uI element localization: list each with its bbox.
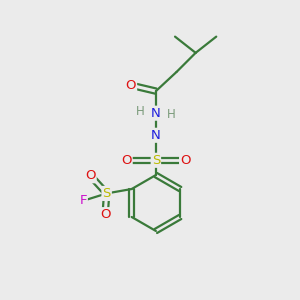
Text: O: O [180, 154, 190, 167]
Text: H: H [167, 108, 176, 121]
Text: O: O [85, 169, 96, 182]
Text: S: S [152, 154, 160, 167]
Text: O: O [100, 208, 110, 221]
Text: N: N [151, 107, 161, 120]
Text: H: H [136, 105, 145, 118]
Text: O: O [126, 79, 136, 92]
Text: S: S [102, 187, 111, 200]
Text: N: N [151, 129, 161, 142]
Text: O: O [121, 154, 132, 167]
Text: F: F [79, 194, 87, 207]
